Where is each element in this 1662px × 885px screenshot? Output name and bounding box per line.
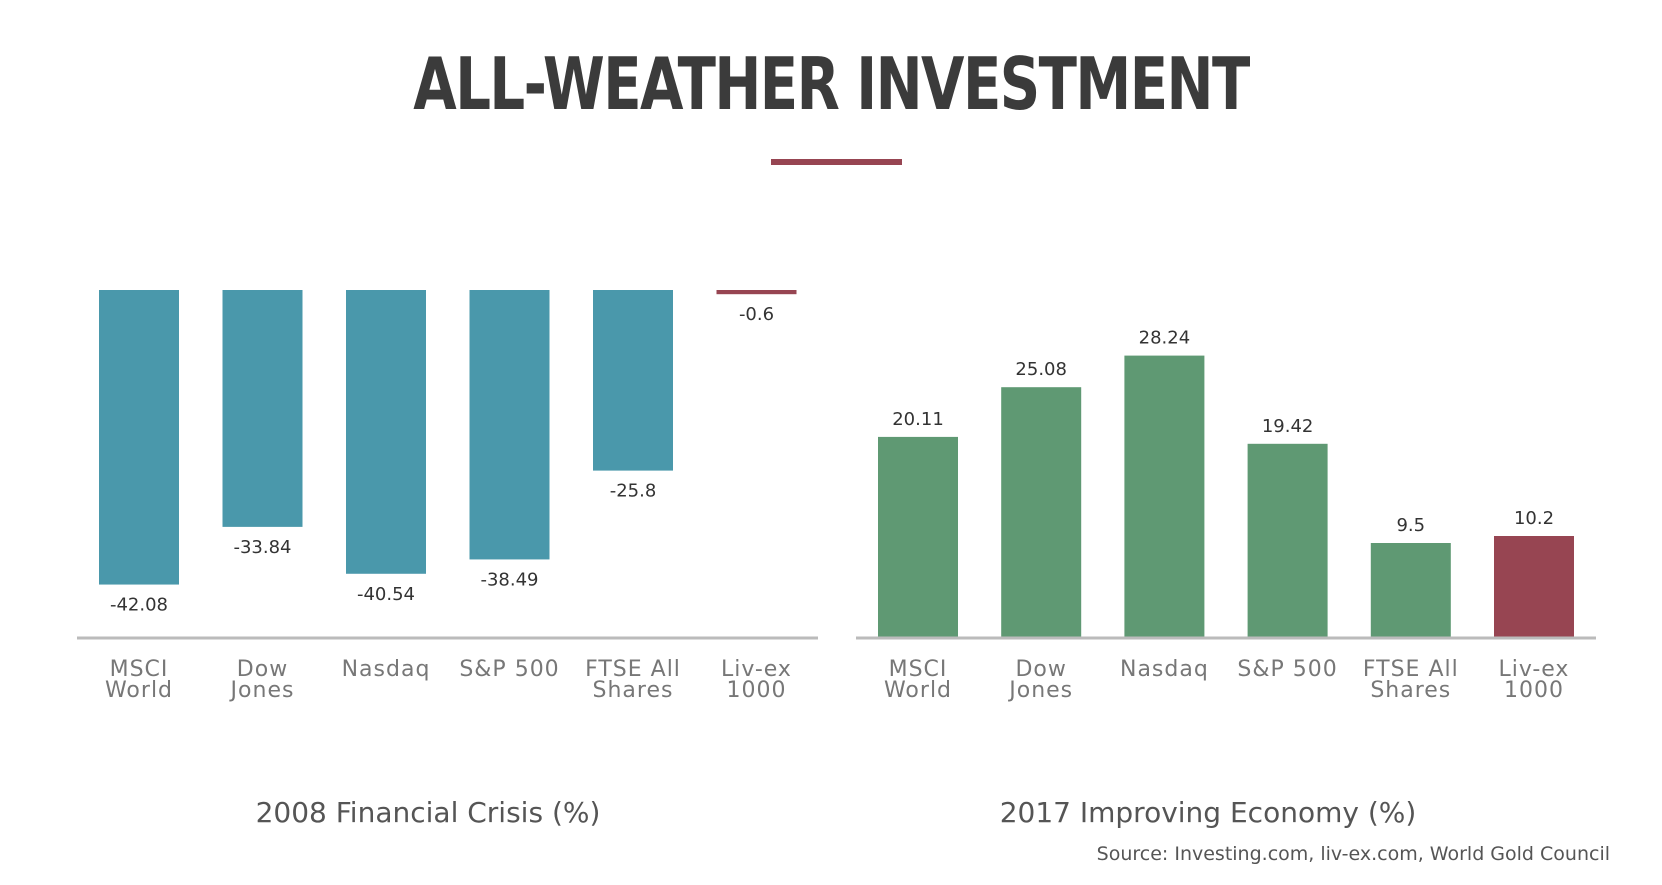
tick-label-3-0: S&P 500 — [459, 657, 559, 682]
tick-label-0-1: World — [105, 678, 173, 703]
value-label-4: 9.5 — [1396, 515, 1425, 536]
chart-caption: 2017 Improving Economy (%) — [1000, 796, 1417, 829]
tick-label-0-1: World — [884, 678, 952, 703]
bar-3 — [469, 290, 550, 560]
tick-label-4-1: Shares — [1370, 678, 1451, 703]
source-note: Source: Investing.com, liv-ex.com, World… — [1096, 843, 1610, 865]
bar-2 — [1124, 355, 1205, 638]
tick-label-4-0: FTSE All — [1363, 657, 1459, 682]
value-label-2: 28.24 — [1139, 328, 1191, 349]
tick-label-3-0: S&P 500 — [1237, 657, 1337, 682]
page-title: ALL-WEATHER INVESTMENT — [413, 42, 1250, 126]
bar-0 — [878, 436, 958, 638]
tick-label-1-0: Dow — [1015, 657, 1066, 682]
tick-label-0-0: MSCI — [889, 657, 948, 682]
tick-label-1-0: Dow — [237, 657, 288, 682]
tick-label-2-0: Nasdaq — [342, 657, 431, 682]
value-label-0: 20.11 — [892, 409, 944, 430]
value-label-2: -40.54 — [357, 584, 415, 605]
bar-0 — [99, 290, 179, 585]
bar-2 — [346, 290, 426, 574]
value-label-3: 19.42 — [1262, 416, 1314, 437]
tick-label-5-0: Liv-ex — [721, 657, 792, 682]
tick-label-4-1: Shares — [593, 678, 674, 703]
value-label-3: -38.49 — [480, 569, 538, 590]
title-underline — [771, 159, 902, 165]
tick-label-5-1: 1000 — [1504, 678, 1564, 703]
value-label-4: -25.8 — [610, 481, 657, 502]
chart-caption: 2008 Financial Crisis (%) — [256, 796, 601, 829]
tick-label-1-1: Jones — [229, 678, 295, 703]
tick-label-0-0: MSCI — [110, 657, 169, 682]
bar-4 — [593, 290, 673, 471]
value-label-5: 10.2 — [1514, 508, 1554, 529]
tick-label-4-0: FTSE All — [585, 657, 681, 682]
bar-4 — [1370, 543, 1451, 638]
bar-5 — [716, 290, 797, 295]
bar-1 — [1001, 387, 1082, 638]
tick-label-5-1: 1000 — [727, 678, 787, 703]
tick-label-2-0: Nasdaq — [1120, 657, 1209, 682]
value-label-1: -33.84 — [233, 537, 291, 558]
bar-5 — [1494, 536, 1574, 638]
value-label-1: 25.08 — [1015, 359, 1067, 380]
bar-1 — [222, 290, 303, 527]
tick-label-1-1: Jones — [1007, 678, 1073, 703]
value-label-0: -42.08 — [110, 595, 168, 616]
value-label-5: -0.6 — [739, 304, 774, 325]
bar-3 — [1247, 443, 1328, 638]
tick-label-5-0: Liv-ex — [1499, 657, 1570, 682]
